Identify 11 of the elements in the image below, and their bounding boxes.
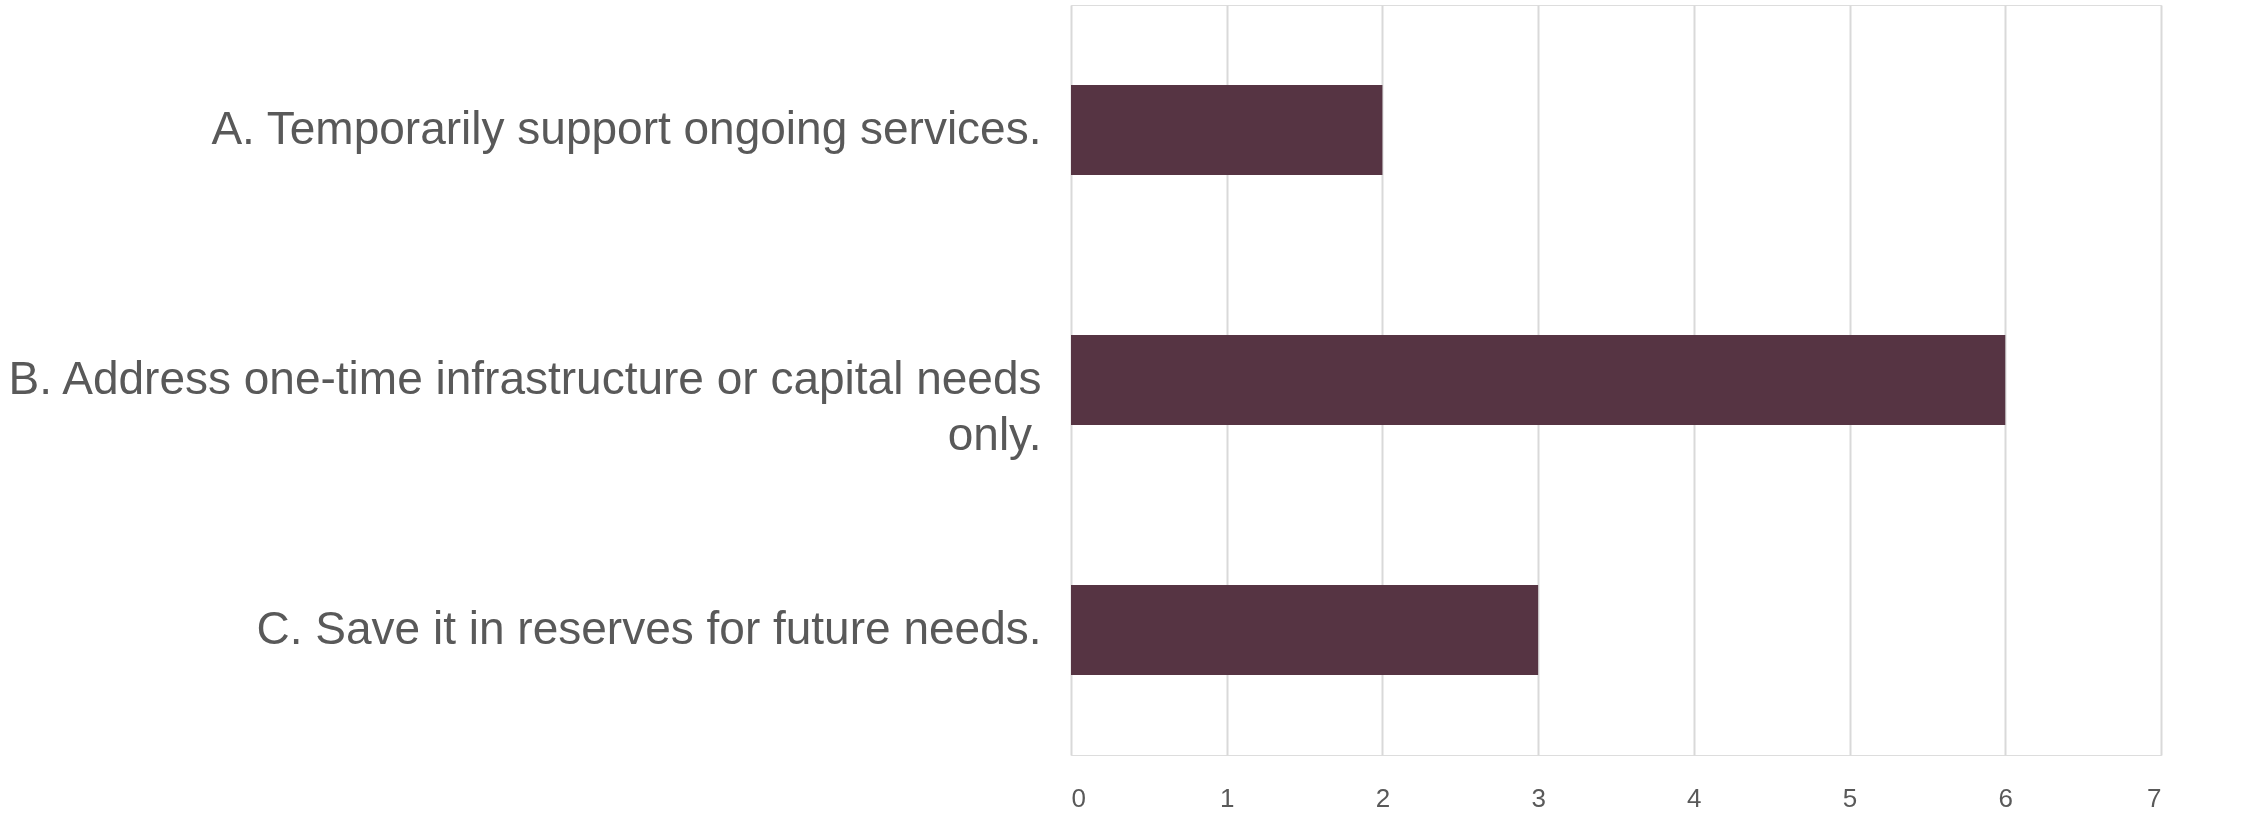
x-tick-label: 0 <box>1071 782 1086 813</box>
x-tick-label: 5 <box>1842 782 1858 813</box>
x-tick-label: 4 <box>1687 782 1702 813</box>
y-tick-label: A. Temporarily support ongoing services. <box>211 102 1042 154</box>
x-tick-label: 2 <box>1375 782 1391 813</box>
x-tick-label: 1 <box>1219 782 1235 813</box>
y-tick-label: C. Save it in reserves for future needs. <box>256 602 1042 654</box>
x-tick-label: 6 <box>1998 782 2014 813</box>
x-tick-label: 7 <box>2147 782 2162 813</box>
y-tick-label: B. Address one-time infrastructure or capital needs only. <box>8 352 1042 460</box>
x-tick-label: 3 <box>1531 782 1546 813</box>
